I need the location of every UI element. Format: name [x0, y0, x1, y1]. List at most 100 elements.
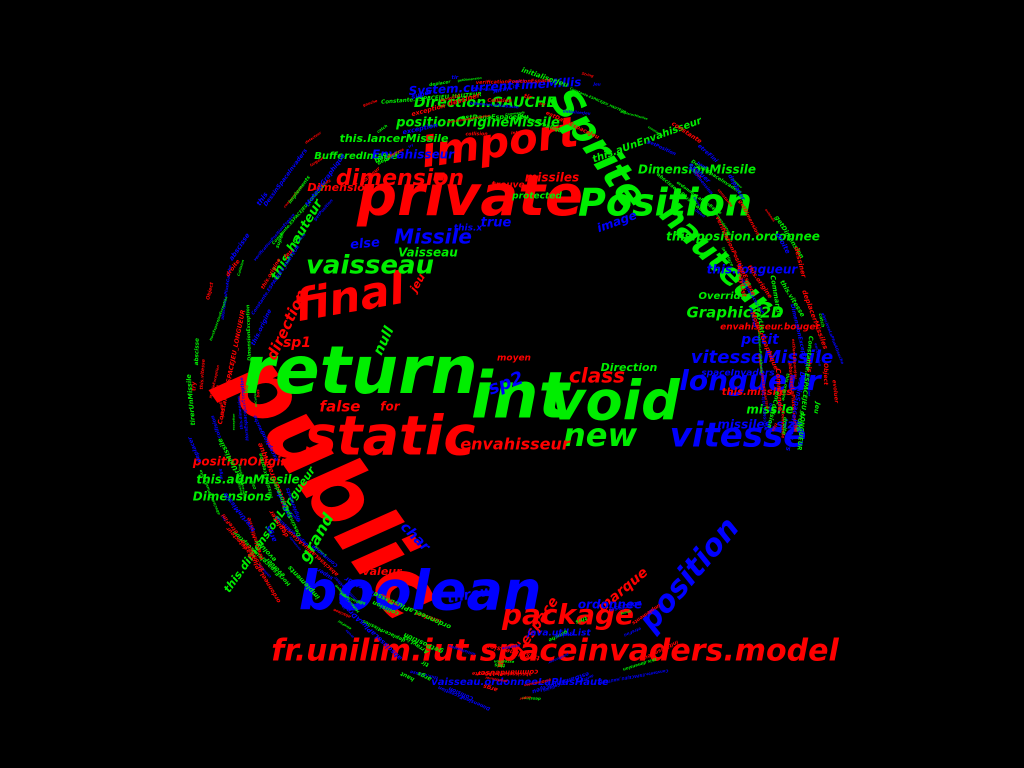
word-36: Direction [601, 361, 658, 374]
word-1: return [242, 332, 477, 409]
word-21: class [569, 364, 625, 388]
filler-word: MissileException [215, 384, 225, 418]
filler-word: try [292, 234, 303, 245]
filler-word: Object [205, 281, 215, 300]
filler-word: HorsEspaceJeuException [209, 295, 229, 341]
filler-word: haut [400, 670, 416, 682]
word-20: Missile [394, 225, 472, 249]
word-43: ordonnee [578, 598, 642, 612]
word-69: this.missiles [722, 387, 792, 398]
filler-word: positionner [235, 473, 243, 495]
filler-word: getDimension [523, 678, 551, 688]
filler-word: this.origine [780, 373, 791, 402]
filler-word: super [519, 695, 531, 701]
filler-word: Collision [542, 683, 560, 693]
filler-word: Object [822, 363, 829, 386]
filler-word: Object [694, 208, 706, 219]
word-18: vaisseau [306, 251, 434, 281]
word-66: trouve [491, 181, 524, 191]
word-48: positionOrigine [192, 455, 297, 469]
filler-word: Collision [237, 259, 246, 277]
filler-word: collision [465, 131, 488, 137]
filler-word: catch [777, 401, 781, 412]
filler-word: catch [376, 123, 389, 134]
filler-word: etreFini [241, 385, 251, 410]
word-35: petit [740, 332, 780, 348]
filler-word: exception [493, 659, 514, 663]
filler-word: this.dimension [236, 396, 244, 430]
word-59: Envahisseur [372, 148, 455, 162]
word-3: void [550, 370, 681, 433]
word-55: else [349, 235, 380, 253]
word-73: this.x [454, 224, 484, 234]
filler-word: Jeu [812, 400, 822, 415]
filler-word: interface [501, 643, 521, 650]
word-68: Override [698, 291, 747, 302]
filler-word: getPosition [646, 139, 677, 158]
filler-word: this.origine [806, 375, 811, 397]
filler-word: Commande [780, 411, 786, 439]
word-38: missiles.size [717, 418, 802, 432]
filler-word: estDansEspaceJeu [461, 113, 529, 122]
filler-word: abscisse [227, 231, 252, 262]
word-41: throw [446, 583, 494, 607]
filler-word: deplacer [187, 434, 203, 463]
word-50: Dimensions [193, 490, 271, 504]
filler-word: catch [297, 232, 307, 242]
word-67: protected [511, 192, 562, 202]
word-6: boolean [299, 560, 542, 623]
filler-word: commandeUser [477, 668, 539, 678]
filler-word: Commande [505, 110, 525, 116]
filler-word: extends [764, 208, 776, 223]
filler-word: estDansEspaceJeu [791, 339, 799, 379]
filler-word: interface [511, 129, 533, 137]
filler-word: this.vitesse [199, 359, 207, 390]
filler-word: Object [789, 419, 800, 436]
filler-word: etreFini [337, 619, 352, 631]
filler-word: abscisseLaPlusADroite [472, 670, 532, 677]
filler-word: tir [523, 92, 534, 102]
word-46: valeur [362, 565, 402, 578]
filler-word: tir [420, 658, 430, 667]
filler-word: exception [232, 414, 236, 431]
word-62: Dimension [307, 181, 373, 194]
filler-word: try [407, 142, 414, 149]
word-15: new [563, 416, 637, 454]
word-58: BufferedImage [314, 151, 398, 162]
word-24: envahisseur [460, 435, 571, 454]
filler-word: HorsEspaceJeuException [239, 377, 251, 441]
filler-word: Constante.ESPACEJEU_LONGUEUR [759, 361, 767, 431]
word-13: vitesse [670, 416, 807, 456]
filler-word: Commande [774, 368, 784, 411]
filler-word: DessinSpaceInvaders [263, 148, 309, 208]
word-37: missile [746, 403, 793, 417]
filler-word: String [619, 609, 631, 616]
word-5: static [305, 405, 476, 468]
word-19: dimension [336, 166, 464, 191]
word-14: longueur [679, 364, 823, 397]
filler-word: gauche [362, 99, 378, 108]
filler-word: abscisseLaPlusADroite [757, 330, 764, 374]
word-30: sp1 [283, 335, 311, 351]
filler-word: HorsEspaceJeuException [447, 113, 491, 124]
filler-word: this [574, 614, 588, 624]
word-63: this.lancerMissile [340, 132, 449, 145]
filler-word: enCollision [814, 343, 823, 367]
filler-word: args [482, 682, 499, 693]
word-33: for [380, 400, 400, 414]
filler-word: bas [356, 599, 366, 607]
word-53: missiles [525, 171, 579, 185]
filler-word: tirerUnMissile [185, 373, 197, 425]
filler-word: detecteur [304, 131, 322, 145]
word-54: Vaisseau [398, 246, 458, 260]
filler-word: String [692, 196, 702, 208]
filler-word: droite [345, 629, 355, 639]
filler-word: Constante.ESPACEJEU_HAUTEUR [599, 668, 669, 685]
filler-word: largeur [379, 600, 398, 611]
filler-word: dessiner [520, 696, 541, 702]
word-25: positionOrigineMissile [395, 116, 560, 131]
filler-word: commandeUser [471, 86, 502, 93]
filler-word: String [554, 630, 573, 639]
filler-word: ArrayList [754, 301, 765, 334]
word-23: vitesseMissile [691, 347, 833, 368]
